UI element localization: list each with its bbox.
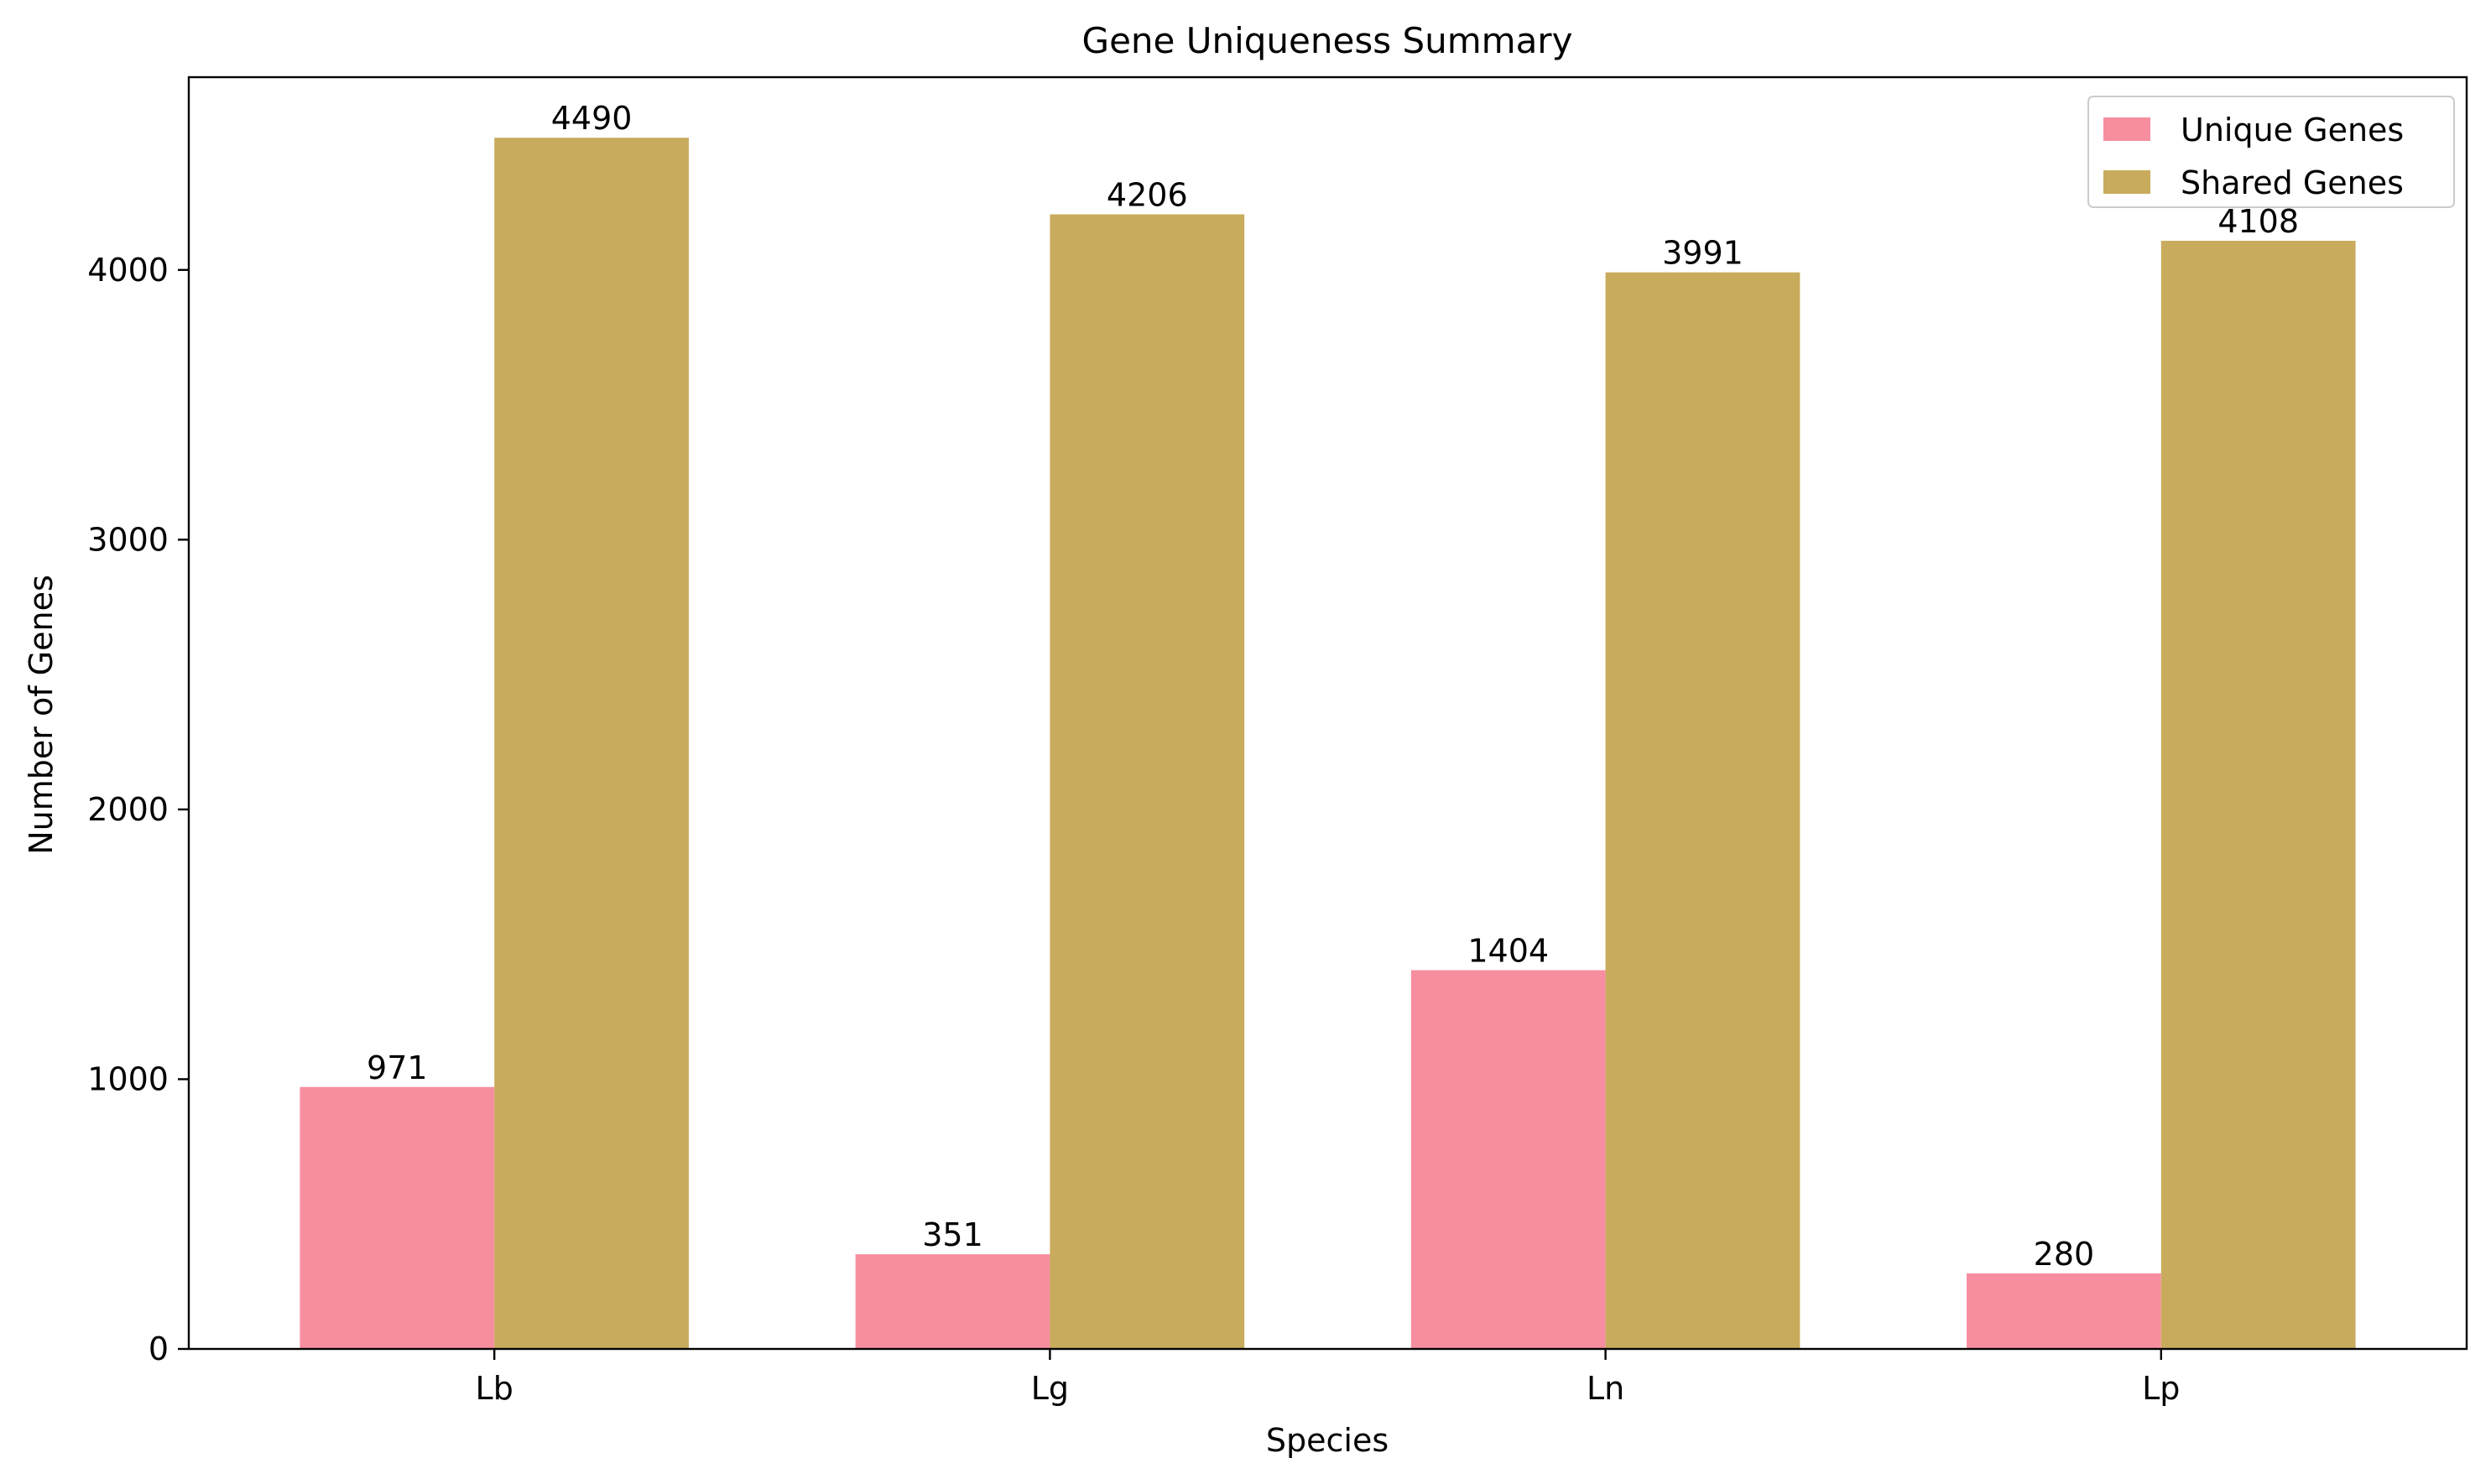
x-tick-label-ln: Ln	[1587, 1370, 1624, 1407]
bar-shared-genes-ln	[1605, 272, 1801, 1350]
legend-box	[2087, 96, 2455, 208]
x-tick-label-lp: Lp	[2142, 1370, 2180, 1407]
data-label-shared-genes-lp: 4108	[2217, 203, 2299, 240]
y-tick-label-2000: 2000	[87, 791, 169, 828]
data-label-unique-genes-ln: 1404	[1467, 933, 1549, 970]
data-labels-layer: 971 351 1404 280 4490 4206 3991 4108	[367, 100, 2299, 1273]
bar-unique-genes-lp	[1967, 1273, 2161, 1349]
legend: Unique Genes Shared Genes	[2087, 96, 2455, 208]
bar-unique-genes-lg	[855, 1254, 1050, 1349]
legend-swatch-shared-genes	[2103, 170, 2150, 194]
x-axis-label: Species	[1266, 1422, 1389, 1459]
data-label-unique-genes-lp: 280	[2034, 1236, 2095, 1273]
chart-title: Gene Uniqueness Summary	[1082, 20, 1573, 61]
data-label-shared-genes-lg: 4206	[1107, 177, 1188, 214]
bar-unique-genes-lb	[300, 1086, 495, 1349]
x-tick-label-lb: Lb	[476, 1370, 513, 1407]
bar-shared-genes-lb	[494, 138, 689, 1350]
y-tick-label-0: 0	[149, 1330, 169, 1367]
legend-label-unique-genes: Unique Genes	[2181, 112, 2404, 148]
data-label-shared-genes-lb: 4490	[551, 100, 633, 137]
legend-swatch-unique-genes	[2103, 117, 2150, 141]
data-label-shared-genes-ln: 3991	[1662, 235, 1743, 272]
plot-frame	[187, 76, 2468, 1351]
data-label-unique-genes-lg: 351	[922, 1216, 983, 1253]
y-tick-label-1000: 1000	[87, 1060, 169, 1097]
bar-shared-genes-lg	[1050, 214, 1245, 1350]
bars-layer	[300, 138, 2356, 1350]
y-tick-label-4000: 4000	[87, 252, 169, 289]
axes-layer: 0 1000 2000 3000 4000 Lb Lg Ln Lp	[87, 76, 2468, 1407]
legend-label-shared-genes: Shared Genes	[2181, 164, 2404, 201]
bar-unique-genes-ln	[1410, 970, 1606, 1349]
data-label-unique-genes-lb: 971	[367, 1049, 428, 1086]
y-tick-label-3000: 3000	[87, 521, 169, 558]
y-axis-label: Number of Genes	[23, 575, 60, 855]
bar-shared-genes-lp	[2160, 241, 2356, 1349]
x-tick-label-lg: Lg	[1031, 1370, 1069, 1407]
